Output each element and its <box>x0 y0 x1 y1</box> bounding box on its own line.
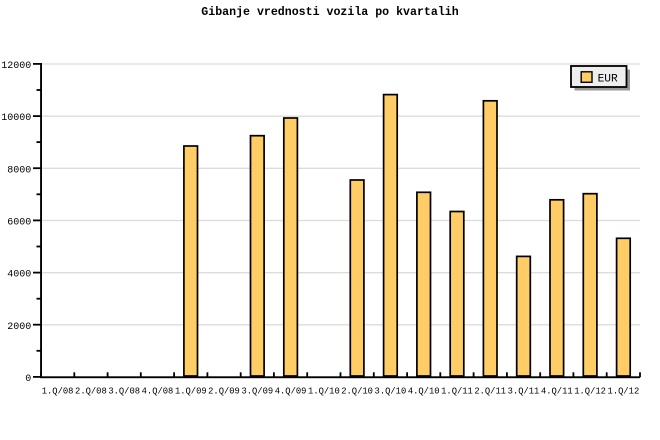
svg-text:1.Q/10: 1.Q/10 <box>308 386 340 396</box>
svg-text:1.Q/08: 1.Q/08 <box>42 386 74 396</box>
svg-text:EUR: EUR <box>598 74 618 86</box>
svg-text:3.Q/10: 3.Q/10 <box>375 386 407 396</box>
svg-text:2.Q/09: 2.Q/09 <box>208 386 240 396</box>
svg-text:10000: 10000 <box>1 113 31 124</box>
svg-text:4.Q/09: 4.Q/09 <box>275 386 307 396</box>
svg-text:2.Q/10: 2.Q/10 <box>341 386 373 396</box>
svg-text:4.Q/10: 4.Q/10 <box>408 386 440 396</box>
svg-text:2.Q/08: 2.Q/08 <box>75 386 107 396</box>
svg-text:4000: 4000 <box>7 270 31 281</box>
svg-text:3.Q/08: 3.Q/08 <box>108 386 140 396</box>
svg-text:1.Q/12: 1.Q/12 <box>574 386 606 396</box>
svg-text:3.Q/09: 3.Q/09 <box>241 386 273 396</box>
svg-text:3.Q/11: 3.Q/11 <box>508 386 540 396</box>
svg-text:2000: 2000 <box>7 322 31 333</box>
svg-text:Gibanje vrednosti vozila po kv: Gibanje vrednosti vozila po kvartalih <box>201 6 458 19</box>
svg-text:4.Q/08: 4.Q/08 <box>142 386 174 396</box>
svg-text:1.Q/09: 1.Q/09 <box>175 386 207 396</box>
svg-text:2.Q/11: 2.Q/11 <box>474 386 506 396</box>
svg-text:1.Q/11: 1.Q/11 <box>441 386 473 396</box>
svg-text:0: 0 <box>25 374 31 385</box>
svg-text:6000: 6000 <box>7 218 31 229</box>
svg-text:1.Q/12: 1.Q/12 <box>608 386 640 396</box>
svg-text:4.Q/11: 4.Q/11 <box>541 386 573 396</box>
svg-text:8000: 8000 <box>7 165 31 176</box>
svg-text:12000: 12000 <box>1 61 31 72</box>
